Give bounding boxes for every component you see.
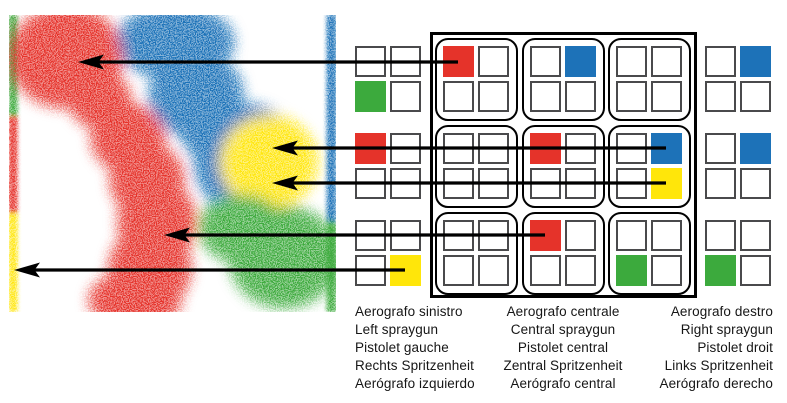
grid-square	[478, 46, 509, 77]
grid-square	[705, 168, 736, 199]
nozzle-group-r2c3	[608, 125, 691, 208]
grid-square-green	[705, 255, 736, 286]
grid-square	[651, 46, 682, 77]
nozzle-group-r3c3	[608, 212, 691, 295]
nozzle-group-r1c2	[522, 38, 605, 121]
nozzle-group-r1c3	[608, 38, 691, 121]
caption-central-spraygun: Aerografo centrale Central spraygun Pist…	[458, 303, 668, 393]
grid-square-blue	[740, 46, 771, 77]
caption-line: Links Spritzenheit	[664, 358, 773, 373]
grid-square	[443, 81, 474, 112]
caption-line: Pistolet droit	[697, 340, 773, 355]
grid-square	[740, 255, 771, 286]
grid-square	[705, 133, 736, 164]
spray-blobs	[10, 15, 336, 312]
grid-square	[530, 46, 561, 77]
grid-square	[530, 81, 561, 112]
grid-square	[740, 220, 771, 251]
grid-square	[705, 81, 736, 112]
caption-line: Aerografo sinistro	[355, 304, 463, 319]
caption-line: Zentral Spritzenheit	[503, 358, 623, 373]
grid-square	[443, 255, 474, 286]
spray-pattern-image	[9, 15, 336, 312]
grid-square	[651, 255, 682, 286]
grid-square	[651, 220, 682, 251]
mapping-arrow-head	[164, 227, 190, 243]
grid-square-blue	[565, 46, 596, 77]
nozzle-group-r2c1	[435, 125, 518, 208]
mapping-arrow-head	[78, 54, 104, 70]
grid-square	[651, 81, 682, 112]
grid-square	[740, 168, 771, 199]
caption-line: Rechts Spritzenheit	[355, 358, 474, 373]
grid-square-green	[355, 81, 386, 112]
grid-square	[478, 255, 509, 286]
caption-line: Aerógrafo derecho	[659, 376, 773, 391]
mapping-arrow-head	[272, 140, 298, 156]
grid-square	[565, 220, 596, 251]
caption-line: Aerografo centrale	[506, 304, 620, 319]
grid-square-green	[616, 255, 647, 286]
caption-left-spraygun: Aerografo sinistro Left spraygun Pistole…	[355, 303, 525, 393]
grid-square	[616, 220, 647, 251]
caption-line: Aerografo destro	[670, 304, 773, 319]
caption-line: Pistolet central	[517, 340, 609, 355]
nozzle-group-r2c2	[522, 125, 605, 208]
caption-line: Aerógrafo central	[510, 376, 616, 391]
caption-line: Pistolet gauche	[355, 340, 449, 355]
grid-square	[478, 81, 509, 112]
main-grid-box	[430, 32, 697, 298]
grid-square	[616, 46, 647, 77]
grid-square	[565, 255, 596, 286]
grid-square-blue	[740, 133, 771, 164]
caption-line: Left spraygun	[355, 322, 439, 337]
mapping-arrow-head	[14, 262, 40, 278]
caption-line: Aerógrafo izquierdo	[355, 376, 475, 391]
nozzle-group-r1c1	[435, 38, 518, 121]
mapping-arrow-head	[272, 175, 298, 191]
grid-square	[616, 81, 647, 112]
caption-line: Central spraygun	[510, 322, 616, 337]
nozzle-group-r3c1	[435, 212, 518, 295]
nozzle-group-r3c2	[522, 212, 605, 295]
grid-square	[530, 255, 561, 286]
grid-square	[740, 81, 771, 112]
caption-right-spraygun: Aerografo destro Right spraygun Pistolet…	[593, 303, 773, 393]
grid-square	[565, 81, 596, 112]
caption-line: Right spraygun	[680, 322, 773, 337]
grid-square	[705, 46, 736, 77]
grid-square	[705, 220, 736, 251]
grid-square	[390, 81, 421, 112]
